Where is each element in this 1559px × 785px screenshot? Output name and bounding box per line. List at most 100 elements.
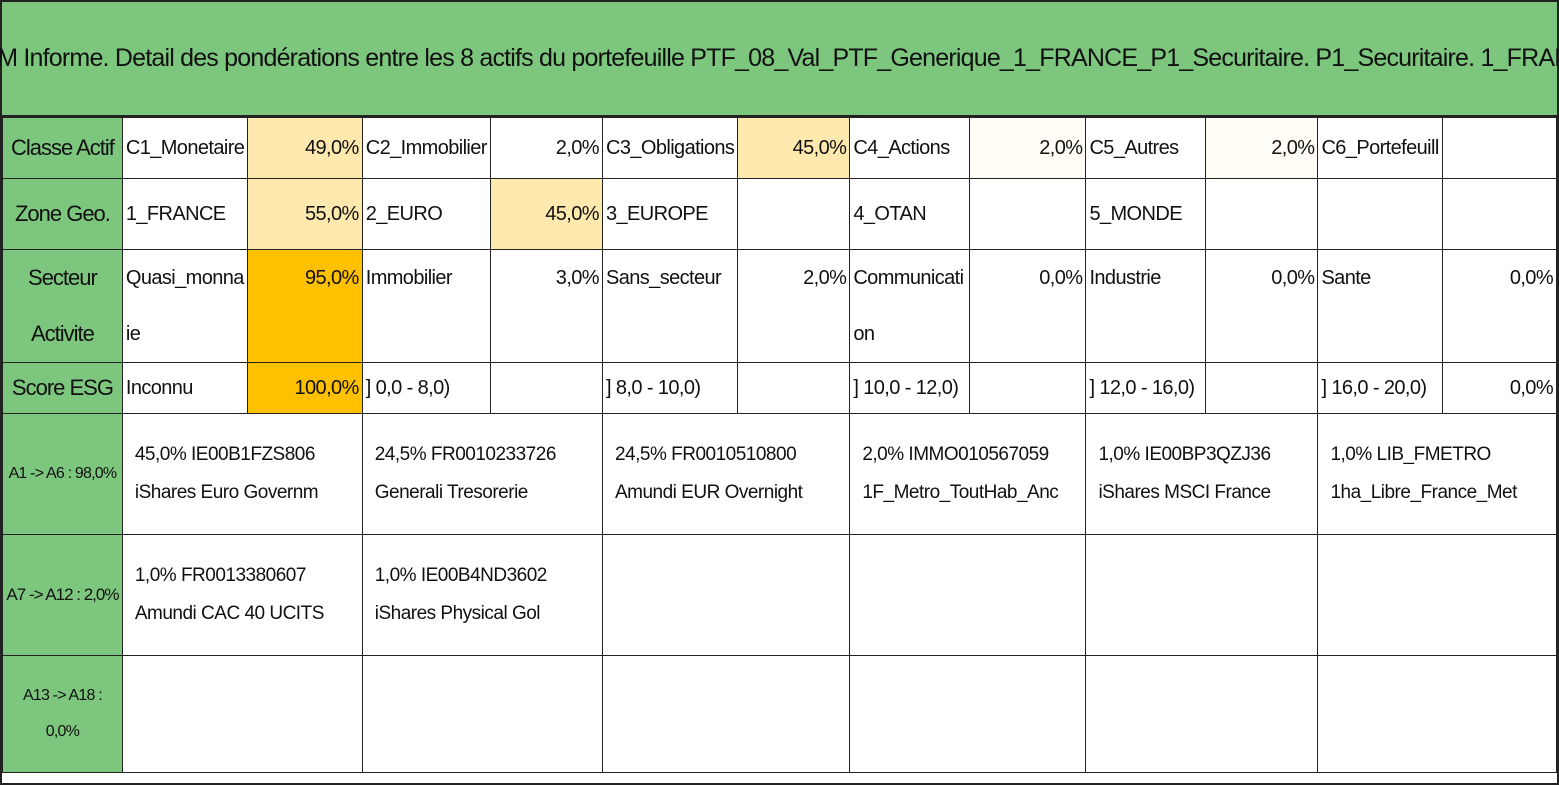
asset-name: iShares Physical Gol xyxy=(374,603,541,624)
secteur-label-3: Sans_secteur xyxy=(601,249,739,363)
asset-cell-a4: 2,0% IMMO010567059 1F_Metro_ToutHab_Anc xyxy=(849,413,1087,535)
secteur-label-1: Quasi_monnaie xyxy=(121,249,249,363)
esg-value-2 xyxy=(489,362,603,414)
secteur-value-5: 0,0% xyxy=(1204,249,1319,363)
asset-cell-a9 xyxy=(601,534,851,656)
asset-cell-a18 xyxy=(1317,655,1557,773)
zone-value-3 xyxy=(737,178,851,250)
zone-value-4 xyxy=(968,178,1087,250)
secteur-value-2: 3,0% xyxy=(489,249,603,363)
asset-weight-isin: 24,5% FR0010510800 xyxy=(614,444,797,465)
secteur-value-6: 0,0% xyxy=(1441,249,1558,363)
asset-cell-a8: 1,0% IE00B4ND3602 iShares Physical Gol xyxy=(361,534,603,656)
zone-value-5 xyxy=(1204,178,1319,250)
secteur-label-6: Sante xyxy=(1317,249,1443,363)
row-header-secteur: Secteur Activite xyxy=(2,249,123,363)
zone-value-1: 55,0% xyxy=(247,178,363,250)
zone-value-6 xyxy=(1441,178,1558,250)
allocation-table: Classe Actif C1_Monetaire 49,0% C2_Immob… xyxy=(2,117,1558,773)
asset-name: Amundi CAC 40 UCITS xyxy=(134,603,325,624)
classe-label-c4: C4_Actions xyxy=(849,117,970,179)
secteur-label-5: Industrie xyxy=(1085,249,1206,363)
zone-label-4: 4_OTAN xyxy=(849,178,970,250)
zone-label-5: 5_MONDE xyxy=(1085,178,1206,250)
zone-label-6 xyxy=(1317,178,1443,250)
zone-label-3: 3_EUROPE xyxy=(601,178,739,250)
asset-group-header-3: A13 -> A18 : 0,0% xyxy=(2,655,123,773)
esg-value-5 xyxy=(1204,362,1319,414)
asset-cell-a15 xyxy=(601,655,851,773)
esg-label-4: ] 10,0 - 12,0) xyxy=(849,362,970,414)
report-title: ADAM Informe. Detail des pondérations en… xyxy=(0,44,1559,72)
esg-label-1: Inconnu xyxy=(121,362,249,414)
asset-cell-a10 xyxy=(849,534,1087,656)
asset-cell-a2: 24,5% FR0010233726 Generali Tresorerie xyxy=(361,413,603,535)
esg-label-6: ] 16,0 - 20,0) xyxy=(1317,362,1443,414)
asset-cell-a14 xyxy=(361,655,603,773)
asset-cell-a16 xyxy=(849,655,1087,773)
asset-weight-isin: 1,0% IE00B4ND3602 xyxy=(374,565,548,586)
esg-label-3: ] 8,0 - 10,0) xyxy=(601,362,739,414)
asset-cell-a7: 1,0% FR0013380607 Amundi CAC 40 UCITS xyxy=(121,534,363,656)
classe-label-c2: C2_Immobilier xyxy=(361,117,491,179)
asset-weight-isin: 45,0% IE00B1FZS806 xyxy=(134,444,316,465)
asset-name: Generali Tresorerie xyxy=(374,482,529,503)
classe-value-c5: 2,0% xyxy=(1204,117,1319,179)
row-header-score-esg: Score ESG xyxy=(2,362,123,414)
row-header-zone-geo: Zone Geo. xyxy=(2,178,123,250)
asset-weight-isin: 1,0% FR0013380607 xyxy=(134,565,307,586)
asset-cell-a11 xyxy=(1085,534,1319,656)
asset-name: 1F_Metro_ToutHab_Anc xyxy=(862,482,1059,503)
secteur-value-1: 95,0% xyxy=(247,249,363,363)
row-header-classe-actif: Classe Actif xyxy=(2,117,123,179)
esg-value-6: 0,0% xyxy=(1441,362,1558,414)
esg-label-5: ] 12,0 - 16,0) xyxy=(1085,362,1206,414)
asset-weight-isin: 24,5% FR0010233726 xyxy=(374,444,557,465)
esg-value-3 xyxy=(737,362,851,414)
asset-name: iShares MSCI France xyxy=(1098,482,1271,503)
asset-name: 1ha_Libre_France_Met xyxy=(1330,482,1517,503)
row-asset-group-1: A1 -> A6 : 98,0% 45,0% IE00B1FZS806 iShar… xyxy=(2,413,1557,535)
secteur-value-4: 0,0% xyxy=(968,249,1087,363)
zone-label-1: 1_FRANCE xyxy=(121,178,249,250)
row-secteur: Secteur Activite Quasi_monnaie 95,0% Imm… xyxy=(2,249,1558,363)
row-zone-geo: Zone Geo. 1_FRANCE 55,0% 2_EURO 45,0% 3_… xyxy=(2,178,1558,250)
asset-weight-isin: 1,0% IE00BP3QZJ36 xyxy=(1098,444,1271,465)
secteur-value-3: 2,0% xyxy=(737,249,851,363)
esg-value-1: 100,0% xyxy=(247,362,363,414)
asset-cell-a17 xyxy=(1085,655,1319,773)
classe-label-c1: C1_Monetaire xyxy=(121,117,249,179)
classe-value-c6 xyxy=(1441,117,1558,179)
asset-group-header-1: A1 -> A6 : 98,0% xyxy=(2,413,123,535)
asset-cell-a13 xyxy=(121,655,363,773)
zone-value-2: 45,0% xyxy=(489,178,603,250)
row-asset-group-3: A13 -> A18 : 0,0% xyxy=(2,655,1557,773)
classe-value-c3: 45,0% xyxy=(737,117,851,179)
row-classe-actif: Classe Actif C1_Monetaire 49,0% C2_Immob… xyxy=(2,117,1558,179)
asset-name: iShares Euro Governm xyxy=(134,482,319,503)
secteur-label-4: Communication xyxy=(849,249,970,363)
asset-cell-a5: 1,0% IE00BP3QZJ36 iShares MSCI France xyxy=(1085,413,1319,535)
asset-name: Amundi EUR Overnight xyxy=(614,482,803,503)
asset-weight-isin: 2,0% IMMO010567059 xyxy=(862,444,1049,465)
asset-cell-a1: 45,0% IE00B1FZS806 iShares Euro Governm xyxy=(121,413,363,535)
esg-label-2: ] 0,0 - 8,0) xyxy=(361,362,491,414)
asset-cell-a6: 1,0% LIB_FMETRO 1ha_Libre_France_Met xyxy=(1317,413,1557,535)
classe-label-c6: C6_Portefeuill xyxy=(1317,117,1443,179)
classe-value-c1: 49,0% xyxy=(247,117,363,179)
row-score-esg: Score ESG Inconnu 100,0% ] 0,0 - 8,0) ] … xyxy=(2,362,1558,414)
row-asset-group-2: A7 -> A12 : 2,0% 1,0% FR0013380607 Amundi… xyxy=(2,534,1557,656)
asset-cell-a12 xyxy=(1317,534,1557,656)
asset-cell-a3: 24,5% FR0010510800 Amundi EUR Overnight xyxy=(601,413,851,535)
classe-label-c5: C5_Autres xyxy=(1085,117,1206,179)
asset-group-header-2: A7 -> A12 : 2,0% xyxy=(2,534,123,656)
classe-label-c3: C3_Obligations xyxy=(601,117,739,179)
esg-value-4 xyxy=(968,362,1087,414)
classe-value-c2: 2,0% xyxy=(489,117,603,179)
classe-value-c4: 2,0% xyxy=(968,117,1087,179)
asset-weight-isin: 1,0% LIB_FMETRO xyxy=(1330,444,1491,465)
secteur-label-2: Immobilier xyxy=(361,249,491,363)
title-bar: ADAM Informe. Detail des pondérations en… xyxy=(0,2,1559,117)
zone-label-2: 2_EURO xyxy=(361,178,491,250)
